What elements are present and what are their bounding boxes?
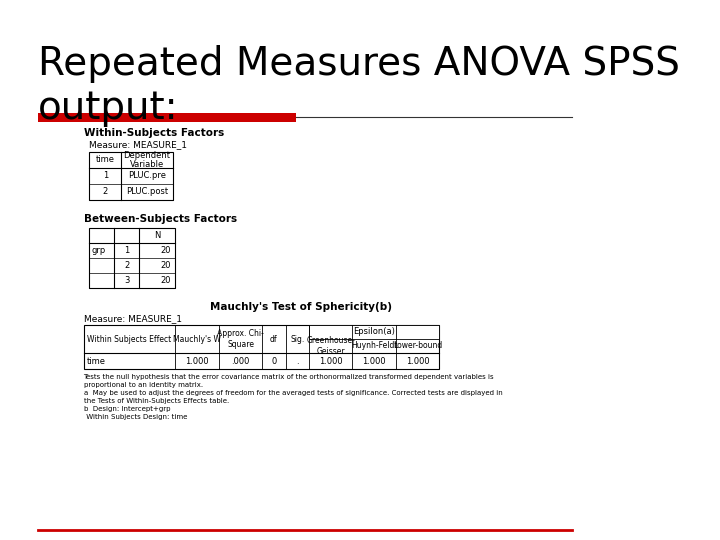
Text: Approx. Chi-
Square: Approx. Chi- Square <box>217 329 264 349</box>
Text: Within Subjects Effect: Within Subjects Effect <box>87 334 171 343</box>
Text: Lower-bound: Lower-bound <box>393 341 442 350</box>
Bar <box>309 325 439 339</box>
Text: Between-Subjects Factors: Between-Subjects Factors <box>84 214 237 224</box>
Text: PLUC.post: PLUC.post <box>126 187 168 197</box>
Bar <box>84 325 439 369</box>
Text: Dependent
Variable: Dependent Variable <box>123 151 171 170</box>
Text: grp: grp <box>92 246 106 255</box>
Text: 1: 1 <box>102 172 108 180</box>
Text: Mauchly's Test of Sphericity(b): Mauchly's Test of Sphericity(b) <box>210 302 392 312</box>
Text: Epsilon(a): Epsilon(a) <box>354 327 395 336</box>
Text: .000: .000 <box>231 356 250 366</box>
Bar <box>89 152 173 200</box>
Text: 1.000: 1.000 <box>185 356 209 366</box>
Text: time: time <box>87 356 106 366</box>
Text: time: time <box>96 156 114 165</box>
Text: the Tests of Within-Subjects Effects table.: the Tests of Within-Subjects Effects tab… <box>84 398 229 404</box>
Text: Sig.: Sig. <box>290 334 305 343</box>
Text: N: N <box>154 231 160 240</box>
Text: 2: 2 <box>102 187 108 197</box>
Text: 1: 1 <box>125 246 130 255</box>
Text: 20: 20 <box>161 261 171 270</box>
Text: df: df <box>270 334 278 343</box>
Text: b  Design: Intercept+grp: b Design: Intercept+grp <box>84 406 170 412</box>
Text: Measure: MEASURE_1: Measure: MEASURE_1 <box>84 314 181 323</box>
Text: proportional to an identity matrix.: proportional to an identity matrix. <box>84 382 202 388</box>
Text: 3: 3 <box>125 276 130 285</box>
Text: Measure: MEASURE_1: Measure: MEASURE_1 <box>89 140 187 149</box>
Text: Repeated Measures ANOVA SPSS
output:: Repeated Measures ANOVA SPSS output: <box>37 45 680 127</box>
Text: .: . <box>296 356 299 366</box>
Text: 1.000: 1.000 <box>406 356 429 366</box>
Bar <box>37 113 297 122</box>
Text: 0: 0 <box>271 356 276 366</box>
Text: a  May be used to adjust the degrees of freedom for the averaged tests of signif: a May be used to adjust the degrees of f… <box>84 390 503 396</box>
Text: Greenhouse-
Geisser: Greenhouse- Geisser <box>306 336 355 356</box>
Text: Within-Subjects Factors: Within-Subjects Factors <box>84 128 224 138</box>
Text: Huynh-Feldt: Huynh-Feldt <box>351 341 397 350</box>
Text: 20: 20 <box>161 246 171 255</box>
Text: 1.000: 1.000 <box>319 356 343 366</box>
Text: Tests the null hypothesis that the error covariance matrix of the orthonormalize: Tests the null hypothesis that the error… <box>84 374 494 380</box>
Text: Mauchly's W: Mauchly's W <box>173 334 221 343</box>
Text: PLUC.pre: PLUC.pre <box>128 172 166 180</box>
Bar <box>89 228 174 288</box>
Text: 2: 2 <box>125 261 130 270</box>
Text: 20: 20 <box>161 276 171 285</box>
Text: 1.000: 1.000 <box>362 356 386 366</box>
Text: Within Subjects Design: time: Within Subjects Design: time <box>84 414 187 420</box>
